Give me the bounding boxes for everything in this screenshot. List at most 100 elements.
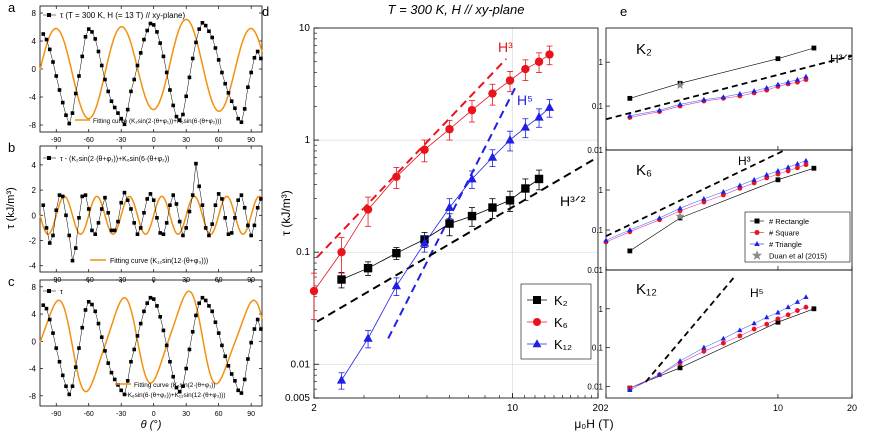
- e-K2-data-point: [775, 81, 781, 87]
- panel-e-legend-marker: [754, 230, 760, 235]
- panel-a-data-point: [168, 88, 172, 92]
- e-K2-data-point: [701, 96, 707, 102]
- e-K2-data-point: [677, 101, 683, 107]
- panel-c-x-tick-label: -60: [84, 411, 94, 418]
- panel-b-data-point: [93, 232, 98, 236]
- panel-e-legend-marker: [754, 218, 760, 224]
- panel-a-data-point: [223, 81, 227, 86]
- panel-b-data-point: [210, 222, 214, 226]
- panel-a-x-tick-label: -60: [84, 137, 94, 144]
- e-K2-data-point: [675, 80, 685, 89]
- panel-c-x-tick-label: -90: [51, 411, 61, 418]
- panel-c-data-point: [112, 377, 117, 382]
- panel-c-data-point: [226, 364, 231, 368]
- panel-e-k2-annot: H³ᐟ²: [830, 52, 852, 66]
- panel-e-ticks: 0.01 0.1 1 0.01 0.1 1 2 10 20 0.01 0.1 1: [587, 58, 857, 413]
- e-K2-data-point: [656, 107, 663, 113]
- panel-d-data-point: [544, 102, 555, 111]
- panel-d-data-point: [392, 172, 401, 182]
- panel-b-data-point: [220, 197, 224, 201]
- panel-c-data-point: [70, 384, 75, 389]
- panel-b-data-point: [47, 241, 52, 245]
- panel-b-data-point: [67, 233, 72, 238]
- e-K6-data-point: [775, 168, 781, 173]
- e-K6-data-point: [677, 205, 683, 211]
- panel-c-data-point: [216, 331, 221, 335]
- panel-a-data-point: [158, 41, 163, 45]
- panel-d-title: T = 300 K, H // xy-plane: [388, 2, 525, 17]
- panel-c-data-point: [64, 384, 68, 389]
- panel-a-data-point: [99, 63, 104, 68]
- panel-b-data-point: [187, 209, 192, 214]
- panel-a-data-point: [86, 27, 91, 31]
- panel-c-data-point: [138, 321, 143, 326]
- panel-c-y-tick-label: 0: [32, 337, 37, 346]
- panel-d-data-point: [336, 375, 347, 384]
- panel-d-annot-h32: H³ᐟ²: [560, 193, 586, 209]
- panel-b-data-point: [51, 233, 55, 238]
- panel-a-data-point: [236, 116, 240, 121]
- panel-c-data-point: [190, 329, 195, 334]
- panel-d-data-point: [488, 89, 497, 98]
- panel-b-y-tick-label: -2: [29, 237, 37, 246]
- e-K6-data-point: [785, 164, 791, 170]
- panel-a-data-point: [64, 113, 68, 117]
- panel-c-y-tick-label: 8: [32, 283, 37, 292]
- panel-b-data-point: [177, 219, 182, 224]
- panel-a-data-point: [148, 21, 153, 26]
- panel-d-data-point: [420, 145, 429, 154]
- e-K12-data-point: [764, 314, 770, 320]
- panel-a-data-point: [184, 94, 188, 99]
- panel-a-data-point: [57, 88, 62, 92]
- panel-d-data-point: [521, 184, 530, 193]
- e-K6-data-point: [794, 160, 801, 166]
- panel-c-data-point: [109, 370, 114, 375]
- e-K6-data-point: [701, 199, 707, 205]
- panel-c-data-point: [239, 391, 244, 395]
- abc-y-axis-label: τ (kJ/m³): [5, 187, 17, 229]
- panel-a-data-point: [164, 70, 169, 75]
- e-K2-data-point: [811, 45, 817, 51]
- panel-c-data-point: [99, 335, 104, 340]
- panel-e-legend-label: Duan et al (2015): [769, 252, 827, 261]
- panel-c-frame: [39, 279, 263, 407]
- panel-b-data-point: [255, 205, 260, 210]
- panel-b-data-point: [236, 198, 240, 202]
- e-K12-x-tick-label: 10: [773, 403, 783, 413]
- panel-b-data-point: [86, 207, 91, 211]
- panel-c-legend-fit-2: +K₆sin(6·(θ+φ₂))+K₁₂sin(12·(θ+φ₃))): [124, 392, 226, 399]
- panel-b-data-point: [109, 228, 114, 233]
- panel-b-data-point: [64, 213, 68, 218]
- panel-d-legend-label: K₁₂: [554, 337, 572, 352]
- panel-b-data-point: [135, 232, 140, 236]
- panel-b-data-point: [73, 246, 78, 250]
- e-K6-data-point: [775, 177, 781, 183]
- panel-a-x-tick-label: -90: [51, 137, 61, 144]
- panel-d-series-line: [341, 107, 550, 381]
- panel-b-data-point: [233, 216, 237, 220]
- e-K6-data-point: [811, 165, 817, 171]
- panel-d-data-point: [445, 125, 454, 134]
- panel-d-grid: [314, 28, 598, 398]
- panel-c-data-point: [129, 359, 133, 364]
- panel-b-data-point: [249, 233, 253, 238]
- panel-c-data-point: [93, 309, 98, 314]
- panel-a-data-point: [200, 21, 205, 25]
- panel-c-data-point: [203, 298, 208, 303]
- panel-a-data-point: [73, 91, 78, 96]
- panel-b-frame: [39, 145, 263, 273]
- panel-d-data-point: [337, 247, 346, 257]
- e-K12-y-tick-label: 1: [599, 305, 604, 314]
- panel-b-data-point: [181, 233, 185, 238]
- e-K12-guide-line: [645, 275, 736, 383]
- panel-d-legend-entries: K₂ K₆ K₁₂: [527, 293, 572, 352]
- e-K12-data-point: [656, 371, 663, 377]
- panel-a-data-point: [145, 28, 150, 33]
- panel-e-legend-label: # Rectangle: [769, 217, 809, 226]
- panel-c-legend-data: τ: [60, 289, 63, 296]
- panel-a-x-tick-label: 30: [182, 137, 190, 144]
- panel-c-data-point: [83, 308, 88, 312]
- panel-a-data-point: [109, 99, 114, 103]
- panel-b-data-point: [229, 231, 234, 235]
- panel-c-x-tick-label: 60: [215, 411, 223, 418]
